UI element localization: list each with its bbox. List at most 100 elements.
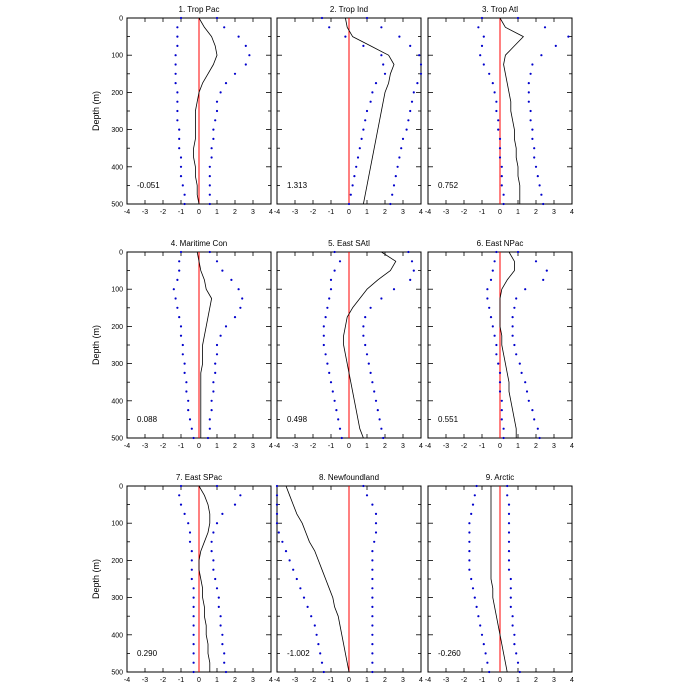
spread-lower-point xyxy=(179,175,183,178)
x-tick-label: 3 xyxy=(251,677,255,684)
spread-lower-series xyxy=(275,484,325,674)
panel-title: 9. Arctic xyxy=(486,473,514,482)
spread-upper-point xyxy=(365,16,369,20)
spread-lower-point xyxy=(364,119,367,122)
spread-lower-point xyxy=(174,54,177,57)
panel-title: 7. East SPac xyxy=(176,473,222,482)
spread-upper-point xyxy=(233,316,237,319)
spread-lower-point xyxy=(489,316,493,319)
x-tick-label: 2 xyxy=(383,209,387,216)
x-tick-label: 0 xyxy=(197,443,201,450)
spread-lower-point xyxy=(192,633,195,636)
spread-upper-point xyxy=(208,175,211,178)
spread-lower-series xyxy=(178,484,195,674)
spread-lower-point xyxy=(331,390,334,393)
spread-lower-point xyxy=(493,91,496,94)
spread-lower-point xyxy=(322,325,325,328)
spread-lower-series xyxy=(468,484,491,674)
spread-upper-point xyxy=(223,661,226,664)
spread-upper-point xyxy=(409,44,412,48)
y-tick-label: 200 xyxy=(111,324,123,331)
spread-upper-point xyxy=(418,54,421,57)
spread-upper-point xyxy=(516,250,520,254)
spread-upper-point xyxy=(542,278,545,281)
spread-lower-point xyxy=(324,316,327,319)
spread-upper-point xyxy=(531,409,534,412)
x-tick-label: -4 xyxy=(274,209,280,216)
spread-upper-point xyxy=(538,436,541,440)
panel-stat-value: -1.002 xyxy=(287,649,310,658)
spread-lower-point xyxy=(319,652,322,655)
spread-upper-series xyxy=(206,250,244,440)
y-axis-label: Depth (m) xyxy=(91,559,101,599)
spread-lower-point xyxy=(497,128,500,131)
spread-upper-point xyxy=(221,633,224,636)
spread-upper-point xyxy=(219,91,222,94)
spread-lower-point xyxy=(371,91,374,94)
spread-lower-point xyxy=(491,82,494,85)
spread-upper-point xyxy=(507,522,511,525)
spread-upper-point xyxy=(221,643,224,646)
x-tick-label: 0 xyxy=(498,443,502,450)
spread-lower-point xyxy=(302,596,306,599)
spread-lower-point xyxy=(338,260,342,263)
spread-upper-point xyxy=(210,399,213,402)
spread-lower-point xyxy=(275,494,279,497)
spread-lower-point xyxy=(495,109,498,113)
spread-upper-point xyxy=(529,72,532,75)
spread-upper-point xyxy=(212,531,215,534)
spread-lower-point xyxy=(320,16,324,20)
spread-upper-point xyxy=(371,381,374,384)
spread-lower-series xyxy=(172,250,195,440)
spread-upper-point xyxy=(215,100,219,103)
spread-lower-point xyxy=(355,165,358,168)
spread-lower-point xyxy=(178,316,181,319)
x-tick-label: -1 xyxy=(178,443,184,450)
spread-upper-point xyxy=(529,119,532,122)
spread-upper-point xyxy=(224,325,228,328)
x-tick-label: -3 xyxy=(292,209,298,216)
mean-profile-line xyxy=(193,17,218,205)
spread-upper-point xyxy=(533,147,536,150)
spread-lower-point xyxy=(362,44,365,48)
spread-lower-point xyxy=(183,202,186,206)
y-tick-label: 0 xyxy=(119,16,123,23)
spread-upper-point xyxy=(407,119,410,122)
spread-lower-point xyxy=(468,568,471,571)
spread-upper-point xyxy=(396,165,399,168)
spread-upper-point xyxy=(398,156,401,159)
y-tick-label: 400 xyxy=(111,632,123,639)
spread-lower-point xyxy=(329,381,333,384)
x-tick-label: -3 xyxy=(443,209,449,216)
spread-upper-point xyxy=(398,35,401,38)
spread-upper-point xyxy=(518,670,521,674)
spread-lower-point xyxy=(500,184,503,187)
spread-lower-series xyxy=(486,250,505,440)
spread-lower-point xyxy=(179,165,183,168)
x-tick-label: 3 xyxy=(552,443,556,450)
spread-upper-point xyxy=(371,503,374,506)
spread-upper-point xyxy=(369,306,372,309)
spread-upper-point xyxy=(540,193,543,196)
spread-upper-point xyxy=(392,288,396,291)
spread-lower-point xyxy=(174,297,177,300)
spread-upper-series xyxy=(511,250,548,440)
spread-upper-point xyxy=(531,137,534,140)
panel-title: 3. Trop Atl xyxy=(482,5,518,14)
spread-upper-point xyxy=(364,343,367,347)
spread-lower-point xyxy=(190,568,193,571)
spread-lower-point xyxy=(178,147,181,150)
spread-lower-point xyxy=(488,72,491,75)
spread-upper-point xyxy=(208,184,211,187)
panel-title: 2. Trop Ind xyxy=(330,5,368,14)
spread-upper-point xyxy=(527,82,530,85)
mean-profile-line xyxy=(198,485,211,672)
y-tick-label: 100 xyxy=(111,53,123,60)
x-tick-label: -4 xyxy=(124,677,130,684)
spread-upper-point xyxy=(362,484,365,488)
mean-profile-line xyxy=(345,17,395,205)
spread-upper-point xyxy=(410,100,414,103)
x-tick-label: 3 xyxy=(251,209,255,216)
spread-upper-point xyxy=(567,35,570,38)
